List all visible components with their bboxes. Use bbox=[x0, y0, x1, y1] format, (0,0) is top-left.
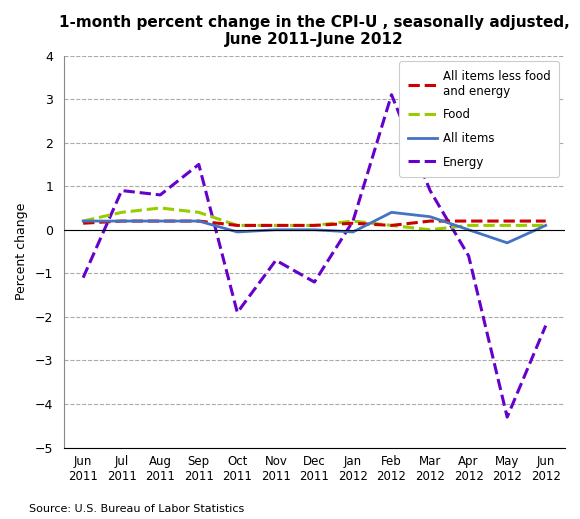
Text: Source: U.S. Bureau of Labor Statistics: Source: U.S. Bureau of Labor Statistics bbox=[29, 504, 244, 514]
Title: 1-month percent change in the CPI-U , seasonally adjusted,
June 2011–June 2012: 1-month percent change in the CPI-U , se… bbox=[59, 15, 570, 47]
Legend: All items less food
and energy, Food, All items, Energy: All items less food and energy, Food, Al… bbox=[400, 61, 559, 177]
Y-axis label: Percent change: Percent change bbox=[15, 203, 28, 301]
